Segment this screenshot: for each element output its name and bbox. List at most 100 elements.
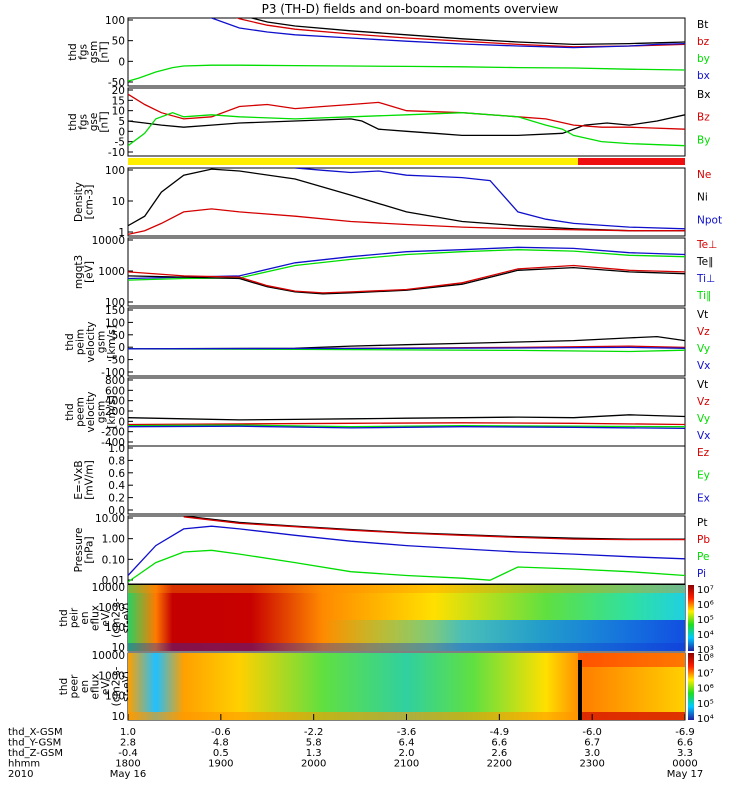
series-line-Pe: [128, 549, 685, 583]
peir-colorbar: [688, 585, 694, 651]
ytick-label: -50: [108, 77, 125, 89]
xaxis-tick-value: 1800: [115, 759, 140, 770]
xaxis-tick-value: May 17: [667, 769, 704, 780]
series-line-by: [128, 64, 685, 82]
ylabel-part: peir: [69, 607, 81, 628]
ylabel-part: eflux: [90, 605, 102, 631]
xaxis-row-label: 2010: [8, 769, 33, 780]
colorbar-tick: 10⁵: [697, 699, 714, 710]
series-line-Pb: [183, 516, 685, 541]
legend-entry: bx: [697, 70, 710, 82]
ylabel-part: peim: [75, 329, 87, 355]
xaxis-tick-value: 3.0: [584, 748, 600, 759]
ytick-label: 10: [112, 642, 125, 654]
ytick-label: 0.4: [108, 480, 125, 492]
ytick-label: 0.01: [102, 575, 125, 587]
figure-title: P3 (TH-D) fields and on-board moments ov…: [262, 2, 559, 16]
xaxis-tick-value: 6.7: [584, 738, 600, 749]
ylabel-part: gsm: [88, 41, 100, 63]
legend-entry: Pi: [697, 568, 706, 580]
ytick-label: 100: [105, 15, 125, 27]
ytick-label: 50: [112, 330, 125, 342]
series-line-Vt: [128, 335, 685, 350]
ylabel-part: thd: [58, 678, 70, 695]
xaxis-tick-value: 2200: [487, 759, 512, 770]
ytick-label: 600: [105, 385, 125, 397]
legend-entry: bz: [697, 36, 710, 48]
legend-entry: Vx: [697, 430, 710, 442]
legend-entry: Vt: [697, 309, 708, 321]
ylabel-part: velocity: [85, 321, 97, 362]
ytick-label: 1.00: [102, 534, 125, 546]
peer-spectrogram: [128, 653, 685, 720]
ytick-label: 1: [118, 227, 125, 239]
ylabel-part: [nT]: [99, 41, 111, 62]
mode-bar-red: [578, 158, 685, 165]
xaxis-tick-value: 6.4: [399, 738, 415, 749]
panel-frame-efield: [127, 445, 686, 515]
ytick-label: 10000: [92, 235, 125, 247]
ylabel-part: peer: [69, 674, 81, 699]
ytick-label: -10: [108, 147, 125, 159]
ytick-label: 100: [105, 165, 125, 177]
ytick-label: -200: [101, 427, 125, 439]
series-line-Te∥: [128, 266, 685, 295]
legend-entry: Pe: [697, 551, 709, 563]
ytick-label: -50: [108, 355, 125, 367]
xaxis-tick-value: 1.3: [306, 748, 322, 759]
colorbar-tick: 10⁴: [697, 714, 714, 725]
ytick-label: 400: [105, 396, 125, 408]
xaxis-tick-value: 2.0: [399, 748, 415, 759]
x-axis-labels: thd_X-GSMthd_Y-GSMthd_Z-GSMhhmm20101.02.…: [8, 714, 703, 780]
xaxis-tick-value: 6.6: [491, 738, 507, 749]
ylabel-part: eflux: [90, 674, 102, 700]
ytick-label: 10000: [92, 650, 125, 662]
panel-frame-pressure: [127, 515, 686, 585]
panel-frame-peim_vel: [127, 307, 686, 377]
xaxis-tick-value: 2300: [579, 759, 604, 770]
legend-entry: Bz: [697, 112, 710, 124]
xaxis-tick-value: 2.6: [491, 748, 507, 759]
xaxis-tick-value: 1900: [208, 759, 233, 770]
ylabel-part: gsm: [96, 331, 108, 353]
legend-entry: Ni: [697, 192, 708, 204]
ytick-label: 10: [112, 106, 125, 118]
series-line-Ti⊥: [128, 246, 685, 280]
ytick-label: -100: [101, 367, 125, 379]
panel-frame-density: [127, 167, 686, 237]
ytick-label: 1000: [98, 670, 125, 682]
ylabel-part: eV/: [100, 677, 112, 695]
panel-pressure: 10.00 1.00 0.10 0.01 Pressure[nPa] Pt Pb Pe Pi: [73, 513, 710, 587]
ylabel-part: thd: [67, 43, 79, 60]
panel-frame-fgs_gse: [127, 87, 686, 157]
series-line-By: [128, 112, 685, 147]
series-line-Vx: [128, 425, 685, 430]
legend-entry: Vx: [697, 360, 710, 372]
legend-entry: By: [697, 134, 710, 146]
legend-entry: Ey: [697, 470, 710, 482]
ytick-label: 10: [112, 711, 125, 723]
xaxis-tick-value: May 16: [110, 769, 147, 780]
xaxis-row-label: hhmm: [8, 759, 40, 770]
ylabel-part: Pressure: [73, 528, 85, 573]
xaxis-tick-value: 2000: [301, 759, 326, 770]
series-line-Te⊥: [128, 264, 685, 294]
ylabel-part: thd: [58, 609, 70, 626]
xaxis-tick-value: 4.8: [213, 738, 229, 749]
xaxis-tick-value: -0.6: [211, 727, 231, 738]
ylabel-part: [km/s]: [106, 395, 118, 429]
xaxis-tick-value: -6.9: [675, 727, 695, 738]
series-line-Vy: [128, 424, 685, 428]
panel-efield: 1.00.80.60.40.20.0 E=-VxB[mV/m] Ez Ey Ex: [73, 443, 710, 517]
ytick-label: 0.0: [108, 505, 125, 517]
xaxis-row-label: thd_Y-GSM: [8, 738, 61, 749]
series-line-Vz: [128, 422, 685, 426]
ytick-label: 1000: [98, 602, 125, 614]
xaxis-row-label: thd_Z-GSM: [8, 748, 63, 759]
panel-frame-fgs_gsm: [127, 17, 686, 87]
ylabel-part: [mV/m]: [84, 460, 96, 499]
panels: 100500-50thdfgsgsm[nT]Btbzbybx20151050-5…: [58, 15, 722, 725]
legend-entry: Ti∥: [696, 290, 711, 302]
ytick-label: 15: [112, 95, 125, 107]
